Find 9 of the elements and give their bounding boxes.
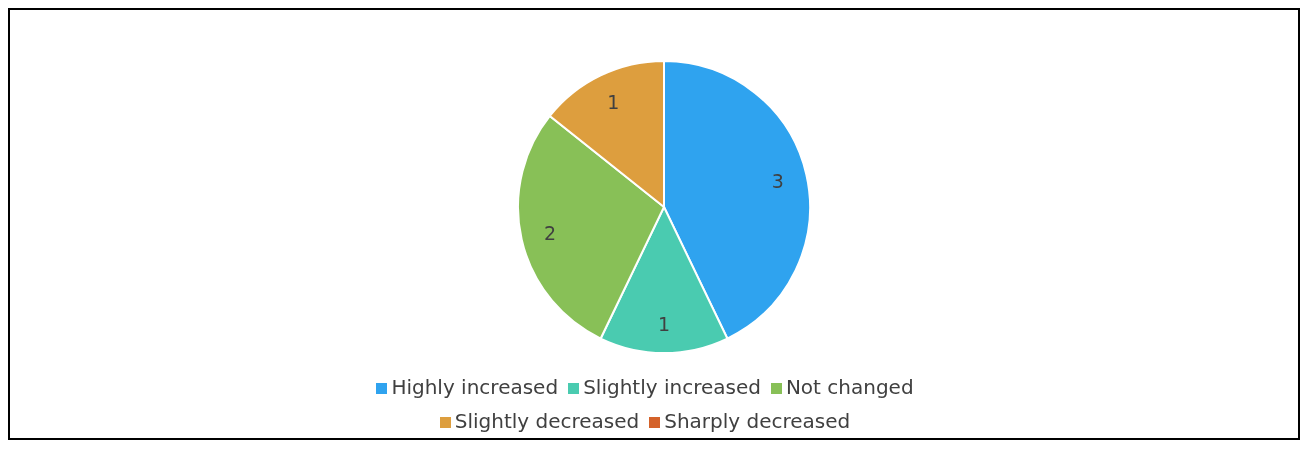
legend-label: Slightly increased [583,375,761,399]
data-label: 1 [607,90,620,113]
data-label: 2 [544,221,557,244]
data-label: 3 [771,170,784,193]
legend-label: Not changed [785,375,914,399]
legend-label: Slightly decreased [454,409,640,433]
legend-label: Highly increased [391,375,559,399]
data-label: 1 [657,312,671,335]
legend-label: Sharply decreased [664,409,851,433]
